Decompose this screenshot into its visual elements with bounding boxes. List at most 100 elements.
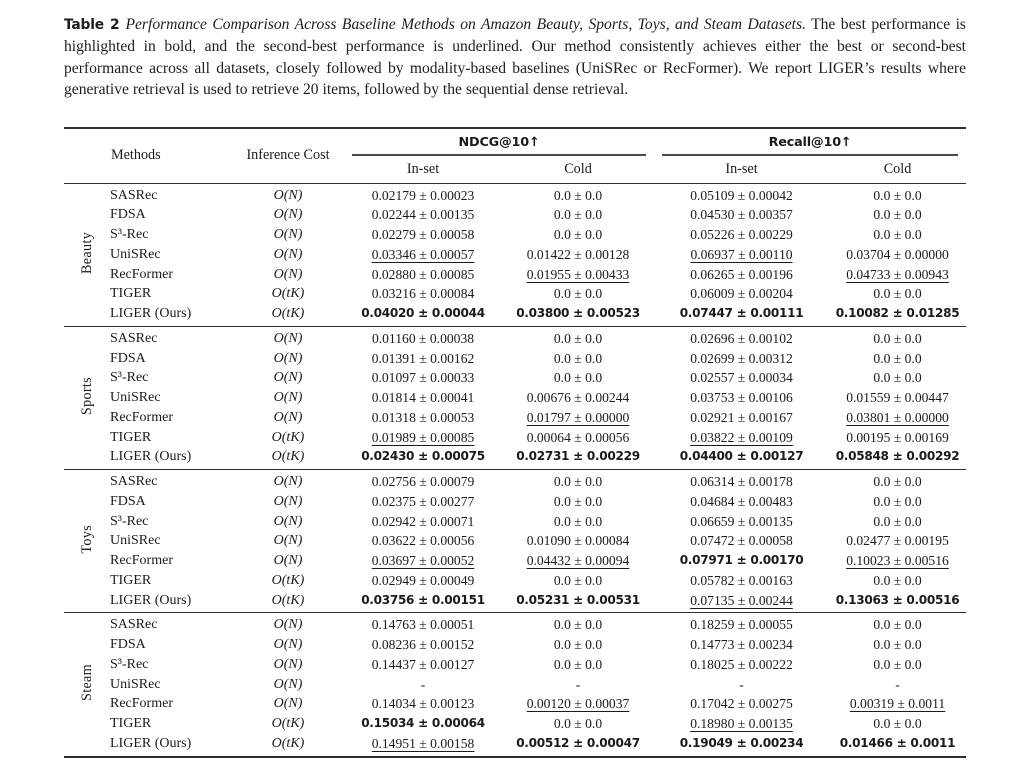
method-name: FDSA <box>110 637 146 653</box>
method-name: LIGER (Ours) <box>110 306 192 322</box>
method-name: FDSA <box>110 350 146 366</box>
metric-value: 0.04020 ± 0.00044 <box>344 304 502 326</box>
inference-cost: O(N) <box>273 656 303 672</box>
metric-value-text: 0.00319 ± 0.0011 <box>849 696 946 712</box>
metric-value-text: 0.03753 ± 0.00106 <box>690 390 793 406</box>
metric-value: 0.06314 ± 0.00178 <box>654 470 829 492</box>
metric-value: 0.14034 ± 0.00123 <box>344 694 502 714</box>
metric-value-text: 0.02375 ± 0.00277 <box>371 493 475 509</box>
metric-value: 0.07135 ± 0.00244 <box>654 591 829 613</box>
metric-value-text: 0.02880 ± 0.00085 <box>371 266 475 282</box>
metric-value: 0.00120 ± 0.00037 <box>502 694 654 714</box>
metric-value-text: 0.0 ± 0.0 <box>873 187 922 203</box>
metric-value-text: 0.01466 ± 0.0011 <box>839 735 956 750</box>
metric-value: 0.0 ± 0.0 <box>829 225 966 245</box>
metric-value-text: 0.0 ± 0.0 <box>553 350 603 366</box>
metric-value: 0.05782 ± 0.00163 <box>654 571 829 591</box>
metric-value-text: 0.17042 ± 0.00275 <box>690 696 793 712</box>
inference-cost: O(tK) <box>271 449 305 465</box>
metric-value-text: 0.19049 ± 0.00234 <box>679 735 804 750</box>
metric-value-text: 0.01160 ± 0.00038 <box>371 330 475 346</box>
metric-value-text: 0.0 ± 0.0 <box>873 227 922 243</box>
metric-value: 0.03753 ± 0.00106 <box>654 388 829 408</box>
inference-cost: O(N) <box>273 390 303 406</box>
metric-value: 0.03756 ± 0.00151 <box>344 591 502 613</box>
table-row: TIGER O(tK) 0.15034 ± 0.00064 0.0 ± 0.0 0.18… <box>64 714 966 734</box>
metric-value: 0.01559 ± 0.00447 <box>829 388 966 408</box>
metric-value-text: 0.0 ± 0.0 <box>553 286 603 302</box>
inference-cost: O(tK) <box>271 716 305 732</box>
metric-value-text: 0.04432 ± 0.00094 <box>526 553 630 569</box>
metric-value-text: 0.0 ± 0.0 <box>873 716 922 732</box>
method-name: LIGER (Ours) <box>110 735 192 751</box>
method-name: S³-Rec <box>110 656 149 672</box>
metric-value-text: 0.00512 ± 0.00047 <box>516 735 640 750</box>
metric-value-text: 0.18025 ± 0.00222 <box>690 656 793 672</box>
metric-value-text: 0.0 ± 0.0 <box>553 370 603 386</box>
metric-value: 0.14951 ± 0.00158 <box>344 734 502 757</box>
dataset-label-cell: Sports <box>64 326 110 469</box>
metric-value-text: 0.03697 ± 0.00052 <box>371 553 475 569</box>
metric-value: 0.07472 ± 0.00058 <box>654 531 829 551</box>
metric-value: 0.14773 ± 0.00234 <box>654 635 829 655</box>
dataset-label-cell: Steam <box>64 613 110 757</box>
metric-value-text: 0.14437 ± 0.00127 <box>371 656 475 672</box>
metric-value: 0.05109 ± 0.00042 <box>654 183 829 205</box>
table-row: LIGER (Ours) O(tK) 0.04020 ± 0.00044 0.0380… <box>64 304 966 326</box>
metric-value: 0.02699 ± 0.00312 <box>654 349 829 369</box>
method-name: TIGER <box>110 716 152 732</box>
metric-value-text: 0.0 ± 0.0 <box>553 187 603 203</box>
metric-value-text: 0.14034 ± 0.00123 <box>371 696 475 712</box>
metric-value: 0.0 ± 0.0 <box>502 571 654 591</box>
inference-cost: O(tK) <box>271 572 305 588</box>
metric-value-text: 0.00195 ± 0.00169 <box>846 429 949 445</box>
metric-value-text: - <box>575 676 581 692</box>
metric-value-text: 0.02949 ± 0.00049 <box>371 572 475 588</box>
method-name: S³-Rec <box>110 227 149 243</box>
metric-value-text: 0.0 ± 0.0 <box>873 370 922 386</box>
metric-value-text: 0.03216 ± 0.00084 <box>371 286 475 302</box>
metric-value-text: 0.0 ± 0.0 <box>873 286 922 302</box>
metric-value: 0.0 ± 0.0 <box>829 470 966 492</box>
inference-cost: O(N) <box>273 493 303 509</box>
metric-value-text: 0.10023 ± 0.00516 <box>846 553 949 569</box>
metric-value-text: 0.0 ± 0.0 <box>553 572 603 588</box>
inference-cost: O(N) <box>273 533 303 549</box>
metric-value: 0.02880 ± 0.00085 <box>344 265 502 285</box>
metric-value-text: 0.06009 ± 0.00204 <box>690 286 793 302</box>
metric-value: 0.03801 ± 0.00000 <box>829 408 966 428</box>
table-row: S³-Rec O(N) 0.14437 ± 0.00127 0.0 ± 0.0 0.18… <box>64 655 966 675</box>
metric-value-text: 0.0 ± 0.0 <box>873 350 922 366</box>
table-row: RecFormer O(N) 0.03697 ± 0.00052 0.04432 ± … <box>64 551 966 571</box>
metric-value-text: 0.0 ± 0.0 <box>553 513 603 529</box>
metric-value: 0.00064 ± 0.00056 <box>502 428 654 448</box>
metric-value-text: 0.02477 ± 0.00195 <box>846 533 949 549</box>
metric-value: 0.03622 ± 0.00056 <box>344 531 502 551</box>
inference-cost: O(tK) <box>271 286 305 302</box>
metric-value: 0.10023 ± 0.00516 <box>829 551 966 571</box>
method-name: UniSRec <box>110 676 161 692</box>
metric-value-text: 0.0 ± 0.0 <box>873 656 922 672</box>
method-name: LIGER (Ours) <box>110 592 192 608</box>
ndcg-group-header: NDCG@10↑ <box>344 128 654 156</box>
method-name: S³-Rec <box>110 513 149 529</box>
metric-value-text: 0.0 ± 0.0 <box>873 474 922 490</box>
metric-value: 0.14763 ± 0.00051 <box>344 613 502 635</box>
dataset-section-beauty: Beauty SASRec O(N) 0.02179 ± 0.00023 0.0 ± 0… <box>64 183 966 326</box>
metric-value: 0.04733 ± 0.00943 <box>829 265 966 285</box>
dataset-section-steam: Steam SASRec O(N) 0.14763 ± 0.00051 0.0 ± 0.… <box>64 612 967 757</box>
metric-value-text: 0.01989 ± 0.00085 <box>371 429 475 445</box>
method-name: RecFormer <box>110 409 173 425</box>
metric-value: 0.01160 ± 0.00038 <box>344 326 502 348</box>
metric-value: 0.05848 ± 0.00292 <box>829 447 966 469</box>
table-row: Toys SASRec O(N) 0.02756 ± 0.00079 0.0 ± 0.0… <box>64 470 966 554</box>
metric-value: 0.0 ± 0.0 <box>829 284 966 304</box>
metric-value-text: 0.04684 ± 0.00483 <box>690 493 793 509</box>
metric-value-text: 0.02179 ± 0.00023 <box>371 187 475 203</box>
inference-cost: O(N) <box>273 227 303 243</box>
metric-value: 0.0 ± 0.0 <box>502 225 654 245</box>
metric-value-text: - <box>895 676 900 692</box>
metric-value-text: 0.0 ± 0.0 <box>553 207 603 223</box>
metric-value-text: 0.15034 ± 0.00064 <box>361 716 485 731</box>
table-row: UniSRec O(N) - - - - <box>64 675 966 695</box>
